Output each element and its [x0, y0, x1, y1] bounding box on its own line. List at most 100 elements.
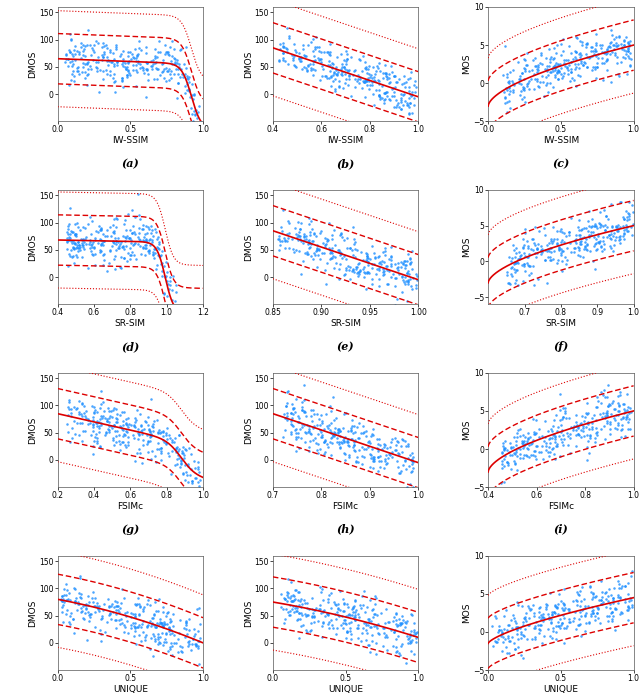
Point	[571, 417, 581, 428]
Point	[585, 245, 595, 256]
Point	[357, 458, 367, 469]
Point	[158, 601, 168, 612]
Point	[335, 426, 345, 437]
Point	[155, 251, 165, 262]
Point	[152, 241, 162, 252]
Point	[350, 445, 360, 456]
Point	[76, 588, 86, 599]
Point	[520, 227, 530, 238]
Point	[312, 445, 322, 456]
Point	[529, 610, 539, 621]
Point	[122, 248, 132, 259]
Point	[68, 226, 78, 237]
Point	[366, 69, 376, 80]
Point	[515, 89, 525, 101]
Point	[102, 415, 112, 426]
Point	[401, 99, 412, 110]
Point	[287, 49, 298, 60]
Point	[164, 280, 175, 291]
Point	[335, 246, 345, 258]
Point	[94, 423, 104, 434]
Point	[588, 608, 598, 619]
Point	[317, 631, 328, 642]
Point	[310, 55, 321, 66]
Point	[577, 595, 587, 607]
Point	[400, 82, 410, 93]
Point	[126, 53, 136, 64]
Point	[583, 225, 593, 237]
Point	[602, 54, 612, 66]
Point	[127, 228, 137, 239]
Point	[368, 603, 378, 614]
Point	[112, 214, 122, 225]
Point	[157, 265, 168, 276]
Point	[400, 255, 410, 267]
Point	[616, 57, 627, 68]
Point	[143, 75, 154, 86]
Point	[498, 438, 508, 449]
Point	[550, 454, 561, 465]
Point	[497, 440, 508, 452]
Point	[535, 58, 545, 69]
Point	[115, 618, 125, 630]
Point	[339, 82, 349, 94]
Point	[170, 432, 180, 443]
Point	[306, 239, 316, 250]
Point	[314, 244, 324, 255]
Point	[109, 253, 120, 265]
Point	[394, 101, 404, 112]
Point	[549, 428, 559, 439]
Point	[133, 427, 143, 438]
Point	[619, 228, 629, 239]
Point	[134, 608, 144, 619]
Point	[392, 262, 402, 274]
Point	[335, 442, 346, 453]
Point	[362, 64, 372, 75]
Point	[337, 253, 347, 264]
Point	[151, 605, 161, 616]
Point	[407, 453, 417, 464]
Point	[170, 459, 180, 470]
Point	[356, 451, 367, 462]
Point	[165, 614, 175, 625]
Point	[517, 438, 527, 449]
Point	[162, 300, 172, 311]
Point	[593, 613, 604, 624]
Point	[301, 602, 312, 614]
Point	[284, 33, 294, 44]
Point	[408, 462, 418, 473]
Point	[552, 601, 563, 612]
Point	[380, 94, 390, 105]
Point	[146, 429, 156, 440]
Point	[118, 218, 129, 229]
Point	[374, 433, 385, 444]
Point	[556, 38, 566, 49]
Point	[591, 237, 601, 248]
Point	[597, 235, 607, 246]
Point	[621, 404, 632, 415]
Point	[583, 408, 593, 419]
Point	[65, 203, 76, 214]
Point	[148, 620, 159, 631]
Point	[534, 611, 545, 623]
Point	[349, 238, 359, 249]
Point	[332, 51, 342, 62]
Point	[134, 210, 144, 221]
Point	[65, 57, 75, 68]
Point	[382, 279, 392, 290]
Point	[117, 72, 127, 83]
Point	[396, 465, 406, 476]
Point	[400, 260, 410, 271]
Point	[602, 416, 612, 427]
Point	[307, 604, 317, 615]
Point	[367, 443, 377, 454]
Point	[405, 66, 415, 77]
Point	[570, 45, 580, 57]
Point	[63, 260, 73, 272]
Point	[549, 234, 559, 245]
Point	[604, 610, 614, 621]
Point	[177, 447, 187, 459]
Point	[344, 440, 355, 451]
Point	[294, 47, 305, 59]
Point	[300, 50, 310, 61]
